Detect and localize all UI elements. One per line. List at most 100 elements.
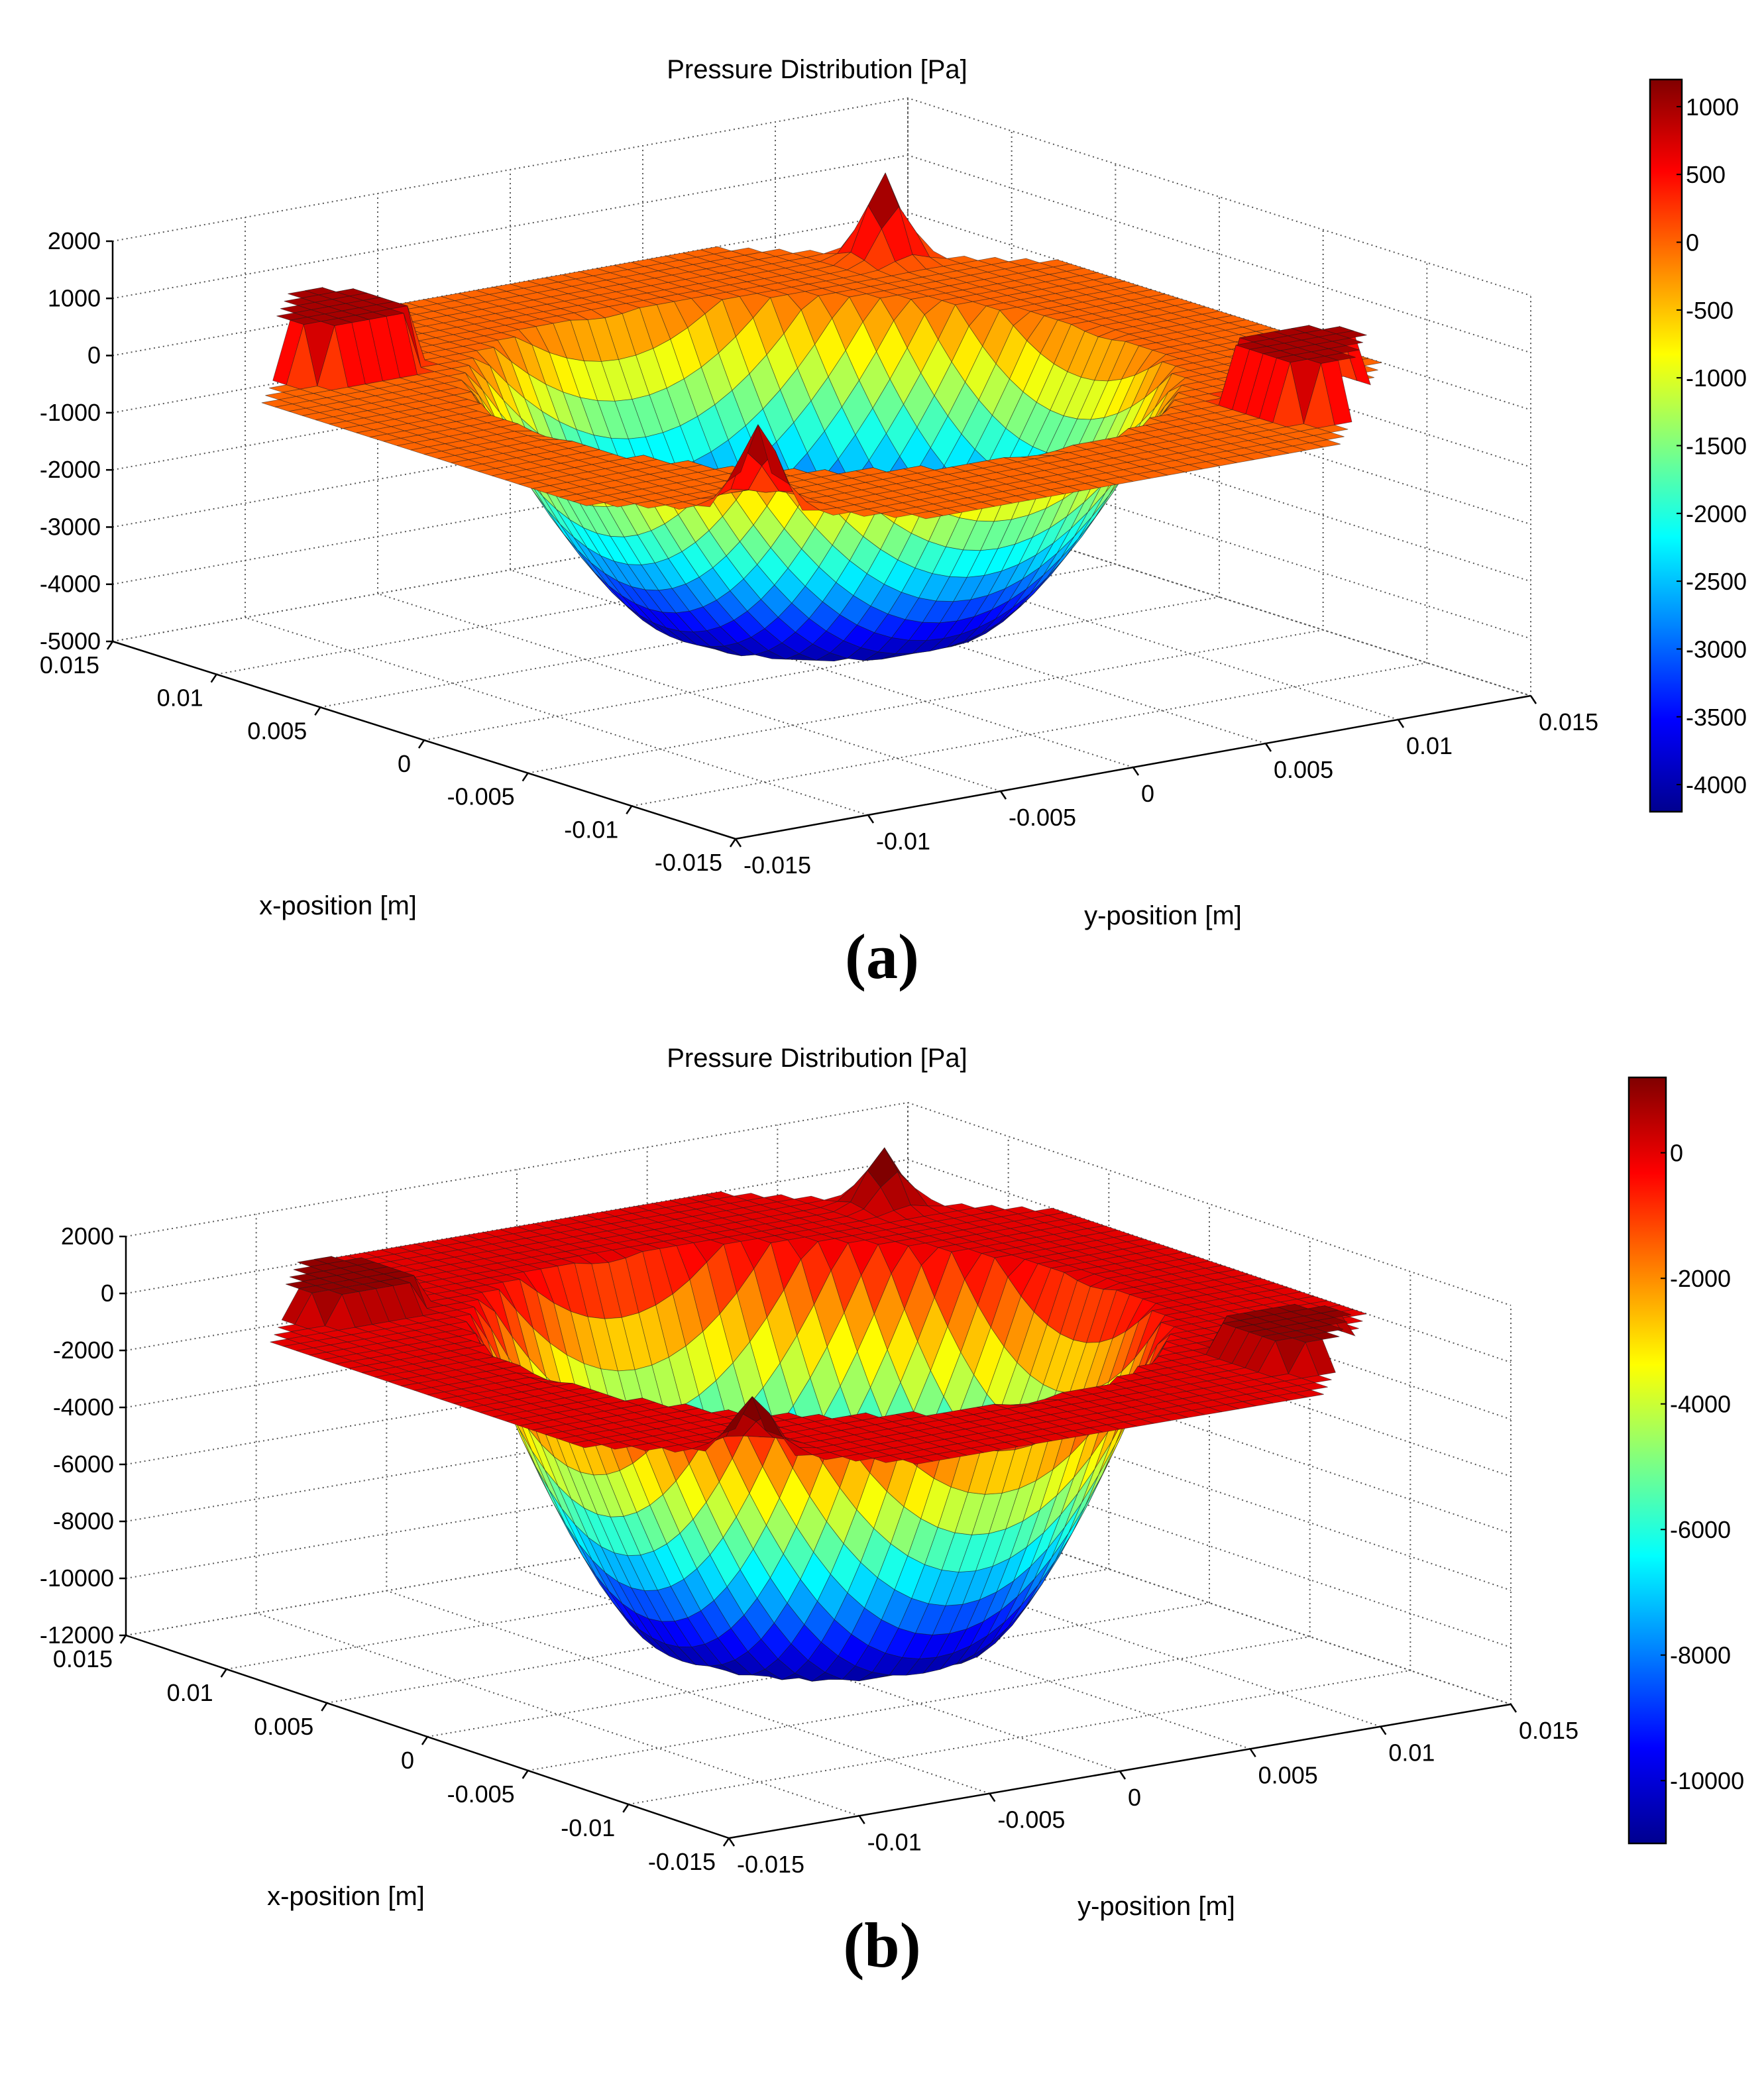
y-tick-label: 0.005 <box>1274 756 1333 783</box>
colorbar-tick-label: -1000 <box>1686 364 1747 392</box>
y-tick-mark <box>1397 719 1405 728</box>
x-tick-mark <box>729 838 737 847</box>
surface-mesh-a <box>261 172 1382 662</box>
colorbar-tick-label: -4000 <box>1670 1391 1731 1418</box>
colorbar-b: 0 -2000 -4000 -6000 -8000 -10000 <box>1627 1076 1744 1845</box>
y-tick-mark <box>999 791 1007 800</box>
x-tick-mark <box>417 739 425 749</box>
y-tick-mark <box>1510 1704 1517 1713</box>
z-tick-label: 1000 <box>48 284 101 311</box>
z-tick-label: -1000 <box>40 399 101 426</box>
y-gridline <box>255 1214 859 1817</box>
y-axis-label-b: y-position [m] <box>1077 1892 1235 1921</box>
y-tick-mark <box>1529 695 1537 704</box>
x-gridline <box>427 1204 1210 1737</box>
x-tick-label: -0.015 <box>655 849 722 876</box>
chart-panel-a: Pressure Distribution [Pa] 2000 1000 0 -100… <box>0 0 1764 1001</box>
panel-label-a: (a) <box>845 921 919 992</box>
y-tick-mark <box>989 1792 996 1802</box>
x-tick-mark <box>119 1635 127 1644</box>
x-tick-label: -0.01 <box>561 1814 615 1841</box>
colorbar-tick-label: 1000 <box>1686 93 1739 121</box>
chart-panel-b: Pressure Distribution [Pa] 2000 0 -2000 -40… <box>0 1001 1764 2001</box>
plot-title-b: Pressure Distribution [Pa] <box>667 1044 967 1073</box>
surface-cell <box>850 508 882 517</box>
z-tick-label: 2000 <box>48 227 101 254</box>
x-tick-label: 0.015 <box>53 1645 113 1672</box>
ticks-group-a: 200010000-1000-2000-3000-4000-50000.0150… <box>40 227 1598 879</box>
x-axis-label-b: x-position [m] <box>267 1882 425 1911</box>
x-tick-label: 0.015 <box>40 651 99 679</box>
y-tick-mark <box>1119 1771 1127 1780</box>
colorbar-tick-label: 0 <box>1670 1140 1683 1167</box>
y-tick-label: 0 <box>1128 1784 1141 1811</box>
x-tick-mark <box>314 706 321 716</box>
x-tick-mark <box>421 1736 429 1745</box>
surface-cell <box>782 1436 814 1456</box>
y-axis-label-a: y-position [m] <box>1084 901 1242 930</box>
y-tick-mark <box>728 1837 736 1847</box>
y-tick-label: 0.015 <box>1519 1717 1578 1744</box>
x-tick-label: 0 <box>398 750 411 777</box>
x-tick-mark <box>210 673 217 683</box>
y-tick-label: 0.01 <box>1406 732 1453 759</box>
y-tick-mark <box>1249 1748 1256 1758</box>
y-tick-mark <box>1380 1725 1387 1735</box>
colorbar-tick-label: -3500 <box>1686 704 1747 731</box>
x-tick-mark <box>106 641 114 650</box>
y-tick-label: -0.01 <box>876 828 930 855</box>
colorbar-tick-label: -2000 <box>1686 500 1747 527</box>
surface-cell <box>789 484 821 511</box>
x-gridline <box>320 164 1117 708</box>
x-gridline <box>327 1170 1110 1704</box>
z-tick-label: -2000 <box>40 456 101 483</box>
y-tick-mark <box>734 838 742 847</box>
surface-plot-b: Pressure Distribution [Pa] 2000 0 -2000 -40… <box>40 1044 1744 1921</box>
x-gridline <box>628 1272 1411 1805</box>
x-axis-label-a: x-position [m] <box>259 891 417 920</box>
colorbar-tick-label: 0 <box>1686 229 1699 256</box>
x-tick-mark <box>220 1668 227 1678</box>
surface-cell <box>912 511 944 519</box>
x-tick-mark <box>626 805 633 815</box>
surface-mesh-b <box>270 1147 1367 1682</box>
x-gridline <box>632 262 1428 807</box>
colorbar-a: 1000 500 0 -500 -1000 -1500 -2000 -2500 -3000 -35… <box>1649 78 1747 813</box>
surface-cell <box>665 501 697 510</box>
y-tick-label: 0.005 <box>1258 1761 1318 1788</box>
surface-cell <box>604 499 635 508</box>
y-tick-label: 0.015 <box>1539 708 1598 736</box>
plot-title-a: Pressure Distribution [Pa] <box>667 55 967 84</box>
z-tick-label: -6000 <box>53 1450 114 1478</box>
colorbar-tick-label: -6000 <box>1670 1516 1731 1543</box>
z-tick-label: -8000 <box>53 1507 114 1535</box>
colorbar-tick-label: -500 <box>1686 297 1734 324</box>
y-tick-label: 0 <box>1141 780 1154 807</box>
colorbar-tick-label: -10000 <box>1670 1767 1744 1794</box>
z-tick-label: -4000 <box>40 571 101 598</box>
surface-plot-a: Pressure Distribution [Pa] 2000 1000 0 -100… <box>40 55 1747 930</box>
x-tick-mark <box>722 1837 730 1847</box>
colorbar-tick-label: -1500 <box>1686 433 1747 460</box>
y-tick-mark <box>1264 743 1272 752</box>
y-tick-label: -0.015 <box>737 1851 804 1878</box>
z-tick-label: -4000 <box>53 1393 114 1421</box>
z-tick-label: -5000 <box>40 628 101 655</box>
y-tick-label: 0.01 <box>1388 1739 1435 1767</box>
y-tick-mark <box>867 814 875 824</box>
y-tick-mark <box>858 1815 865 1825</box>
z-tick-label: 2000 <box>61 1223 114 1250</box>
x-gridline <box>423 197 1220 741</box>
y-tick-mark <box>1132 767 1140 776</box>
surface-cell <box>842 1453 873 1462</box>
y-tick-label: -0.01 <box>867 1828 922 1855</box>
x-tick-label: -0.01 <box>564 816 618 843</box>
colorbar-tick-label: 500 <box>1686 161 1726 188</box>
y-tick-label: -0.005 <box>997 1806 1065 1833</box>
z-tick-label: -12000 <box>40 1621 114 1649</box>
surface-cell <box>601 1441 632 1450</box>
panel-label-b: (b) <box>843 1910 921 1981</box>
y-gridline <box>516 1170 1121 1772</box>
x-gridline <box>527 1238 1311 1771</box>
x-tick-label: 0.005 <box>254 1713 313 1740</box>
